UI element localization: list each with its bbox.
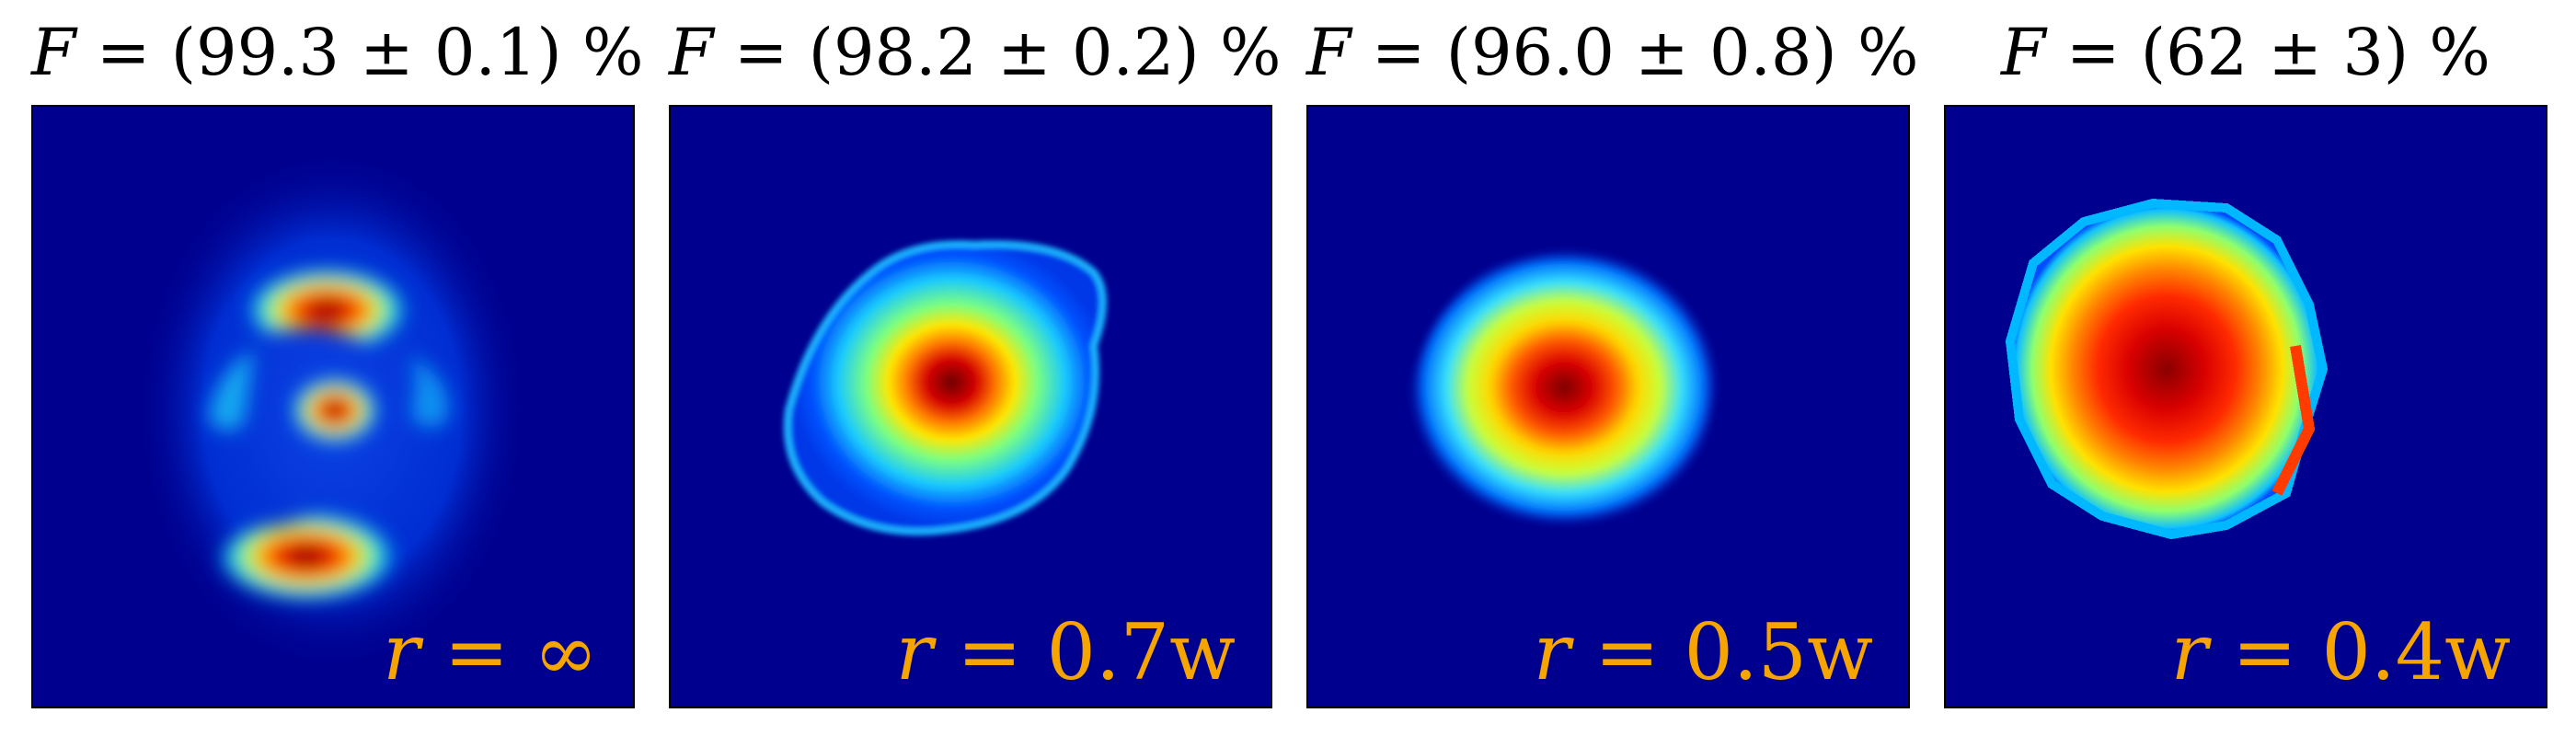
panel-label: r = 0.7w (896, 611, 1236, 694)
label-symbol: r (2170, 607, 2208, 697)
beam-intensity-image (31, 105, 635, 708)
title-value: = (99.3 ± 0.1) % (75, 15, 644, 90)
panel-1: F = (99.3 ± 0.1) % (31, 0, 643, 736)
panel-label: r = 0.5w (1534, 611, 1873, 694)
label-value: = 0.7w (932, 607, 1236, 697)
beam-profile-0-5w (1308, 107, 1908, 707)
title-value: = (96.0 ± 0.8) % (1351, 15, 1919, 90)
beam-profile-0-7w (671, 107, 1271, 707)
panel-3: F = (96.0 ± 0.8) % r = 0.5w (1306, 0, 1918, 736)
panel-label: r = ∞ (383, 611, 598, 694)
beam-profile-infinity (33, 107, 633, 707)
panel-title: F = (62 ± 3) % (1944, 11, 2547, 94)
label-value: = 0.5w (1570, 607, 1873, 697)
title-symbol: F (2001, 15, 2046, 90)
panel-2: F = (98.2 ± 0.2) % r = 0.7w (669, 0, 1281, 736)
title-symbol: F (31, 15, 76, 90)
panel-title: F = (96.0 ± 0.8) % (1306, 11, 1918, 94)
panel-title: F = (98.2 ± 0.2) % (669, 11, 1281, 94)
panel-4: F = (62 ± 3) % r = 0.4w (1944, 0, 2547, 736)
panel-label: r = 0.4w (2171, 611, 2511, 694)
beam-intensity-image (669, 105, 1272, 708)
label-symbol: r (1533, 607, 1570, 697)
beam-intensity-image (1944, 105, 2547, 708)
label-value: = ∞ (420, 607, 598, 697)
beam-profile-0-4w (1946, 107, 2546, 707)
panel-title: F = (99.3 ± 0.1) % (31, 11, 643, 94)
title-value: = (62 ± 3) % (2045, 15, 2490, 90)
title-value: = (98.2 ± 0.2) % (713, 15, 1282, 90)
title-symbol: F (669, 15, 714, 90)
title-symbol: F (1306, 15, 1351, 90)
label-value: = 0.4w (2207, 607, 2511, 697)
beam-intensity-image (1306, 105, 1910, 708)
label-symbol: r (895, 607, 933, 697)
label-symbol: r (383, 607, 420, 697)
